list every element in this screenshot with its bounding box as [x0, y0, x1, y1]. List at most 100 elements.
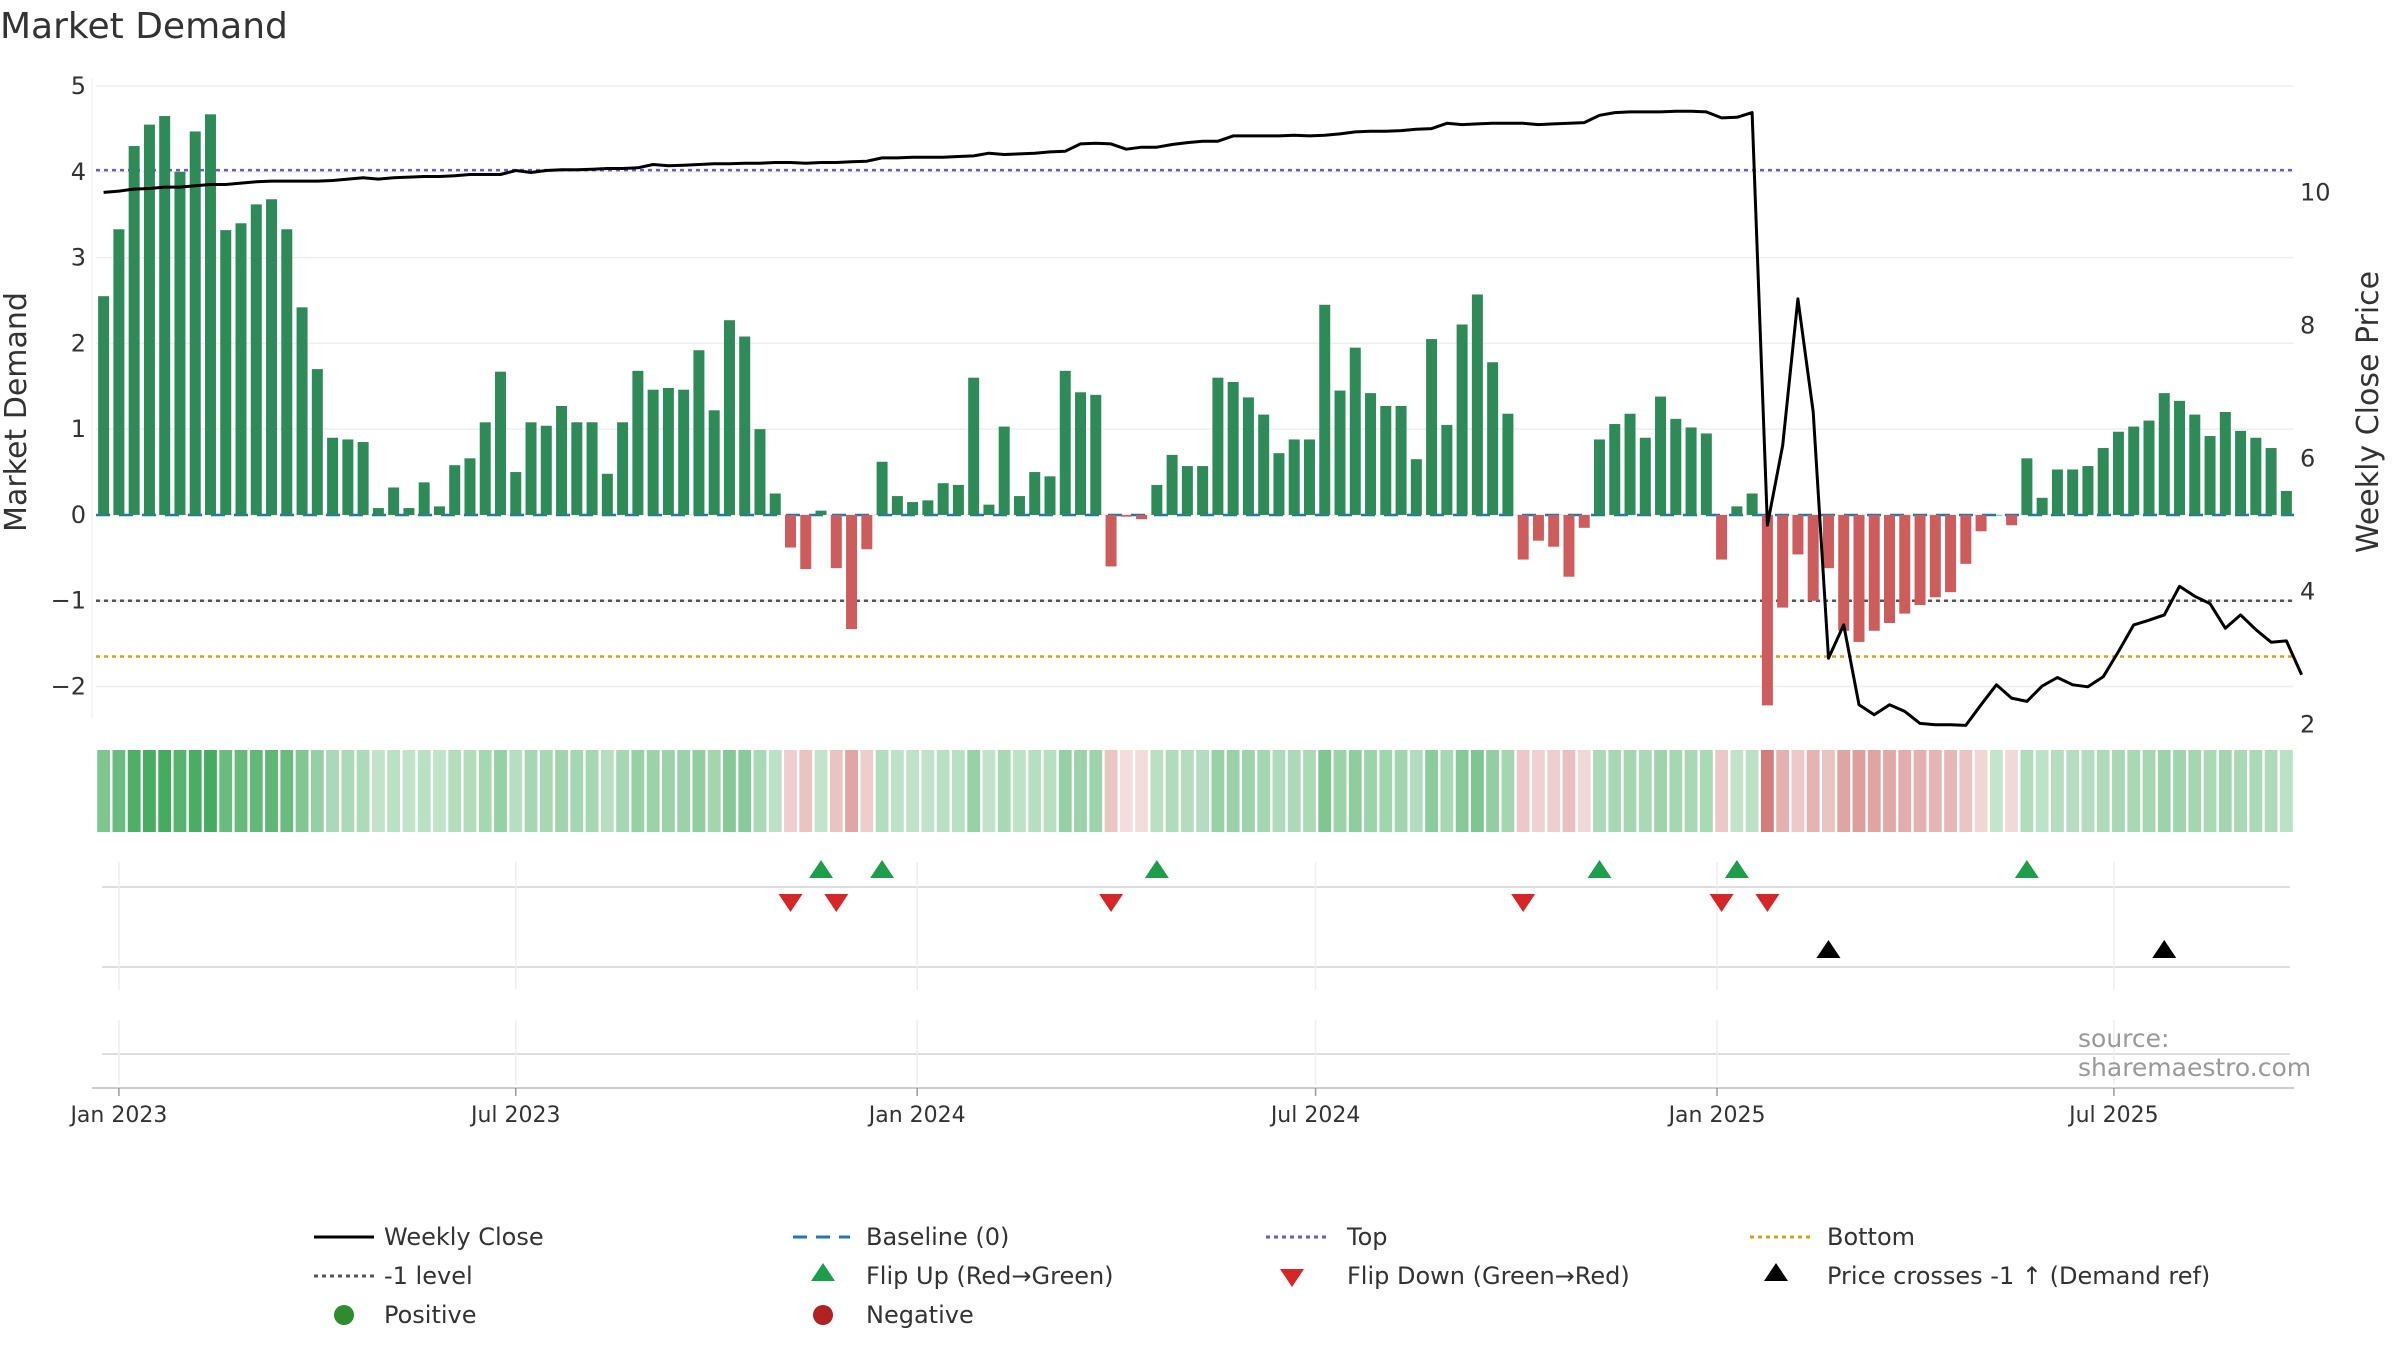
heat-cell	[1119, 750, 1133, 832]
demand-bar	[983, 504, 995, 515]
demand-bar	[189, 131, 201, 515]
demand-bar	[433, 506, 445, 515]
heat-cell	[219, 750, 233, 832]
y-tick-label: 3	[71, 244, 86, 272]
demand-bar	[2158, 393, 2170, 515]
demand-bar	[769, 493, 781, 515]
heat-cell	[921, 750, 935, 832]
demand-bar	[2112, 431, 2124, 515]
legend-icon-positive	[334, 1305, 354, 1325]
heat-cell	[1715, 750, 1729, 832]
heat-cell	[1379, 750, 1393, 832]
demand-bar	[128, 146, 140, 515]
flip-down-marker	[1755, 894, 1780, 912]
demand-bar	[1716, 514, 1728, 560]
heat-cell	[677, 750, 691, 832]
y2-tick-label: 10	[2300, 178, 2331, 206]
heat-cell	[1898, 750, 1912, 832]
heat-cell	[982, 750, 996, 832]
demand-bar	[464, 458, 476, 515]
demand-bar	[815, 510, 827, 515]
heat-cell	[646, 750, 660, 832]
heat-cell	[936, 750, 950, 832]
heat-cell	[2081, 750, 2095, 832]
heat-cell	[967, 750, 981, 832]
legend-icon-flip-up	[811, 1263, 835, 1281]
heat-cell	[1974, 750, 1988, 832]
demand-bar	[2235, 430, 2247, 515]
heat-cell	[1394, 750, 1408, 832]
heat-cell	[265, 750, 278, 832]
heat-cell	[814, 750, 828, 832]
demand-bar	[891, 496, 903, 515]
demand-heat-strip	[97, 750, 2293, 832]
heat-cell	[585, 750, 599, 832]
heat-cell	[2112, 750, 2125, 832]
y2-axis-title: Weekly Close Price	[2351, 271, 2386, 553]
demand-bar	[1655, 396, 1667, 515]
demand-bar	[723, 320, 735, 515]
demand-bar	[1532, 514, 1544, 541]
demand-bar	[2189, 414, 2201, 515]
heat-cell	[1303, 750, 1316, 832]
flip-down-marker	[1511, 894, 1536, 912]
heat-cell	[2203, 750, 2217, 832]
demand-bar	[1914, 514, 1926, 606]
heat-cell	[600, 750, 614, 832]
heat-cell	[494, 750, 507, 832]
heat-cell	[951, 750, 965, 832]
heat-cell	[188, 750, 202, 832]
demand-bar	[1945, 514, 1957, 593]
heat-cell	[402, 750, 416, 832]
heat-cell	[1135, 750, 1148, 832]
heat-cell	[1547, 750, 1561, 832]
heat-cell	[2218, 750, 2232, 832]
heat-cell	[1165, 750, 1179, 832]
legend-label: Flip Up (Red→Green)	[866, 1262, 1114, 1290]
demand-bar	[1838, 514, 1850, 631]
heat-cell	[2050, 750, 2064, 832]
heat-cell	[768, 750, 782, 832]
heat-cell	[1913, 750, 1927, 832]
heat-cell	[478, 750, 492, 832]
heat-cell	[616, 750, 630, 832]
reference-lines	[96, 168, 2294, 658]
demand-bar	[2174, 400, 2186, 515]
heat-cell	[112, 750, 126, 832]
demand-bar	[2021, 458, 2033, 515]
demand-bar	[1807, 514, 1819, 601]
demand-bar	[327, 437, 339, 515]
heat-cell	[906, 750, 920, 832]
demand-bar	[1334, 390, 1346, 515]
heat-cell	[173, 750, 187, 832]
heat-cell	[539, 750, 553, 832]
demand-bar	[1288, 439, 1300, 515]
demand-bar	[1471, 294, 1483, 515]
heat-cell	[1074, 750, 1087, 832]
heat-cell	[1699, 750, 1713, 832]
heat-cell	[310, 750, 324, 832]
price-cross-marker	[1816, 940, 1841, 958]
demand-bar	[556, 405, 568, 515]
heat-cell	[692, 750, 706, 832]
heat-cell	[2249, 750, 2263, 832]
demand-bar	[1029, 472, 1041, 515]
heat-cell	[1776, 750, 1790, 832]
heat-cell	[799, 750, 813, 832]
demand-bar	[739, 336, 751, 515]
demand-bar	[2051, 469, 2063, 515]
heat-cell	[463, 750, 477, 832]
demand-bar	[846, 514, 858, 630]
demand-bar	[785, 514, 797, 548]
heat-cell	[1028, 750, 1042, 832]
heat-cell	[1348, 750, 1362, 832]
grid	[96, 85, 2294, 688]
demand-bar	[998, 426, 1010, 515]
demand-bar	[2082, 466, 2094, 515]
chart-title: Market Demand	[0, 6, 288, 47]
heat-cell	[1333, 750, 1347, 832]
heat-cell	[875, 750, 889, 832]
demand-bar	[1227, 381, 1239, 515]
demand-bar	[281, 229, 293, 515]
